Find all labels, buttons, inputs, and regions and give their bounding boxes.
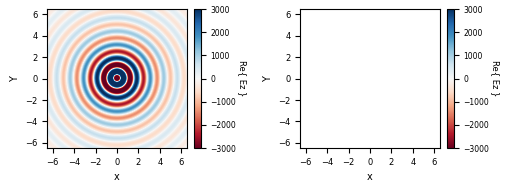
Y-axis label: Y: Y <box>10 76 20 82</box>
Y-axis label: Re{ Ez }: Re{ Ez } <box>238 60 247 97</box>
X-axis label: x: x <box>114 172 120 182</box>
Y-axis label: Y: Y <box>262 76 272 82</box>
X-axis label: x: x <box>366 172 372 182</box>
Y-axis label: Re{ Ez }: Re{ Ez } <box>490 60 499 97</box>
